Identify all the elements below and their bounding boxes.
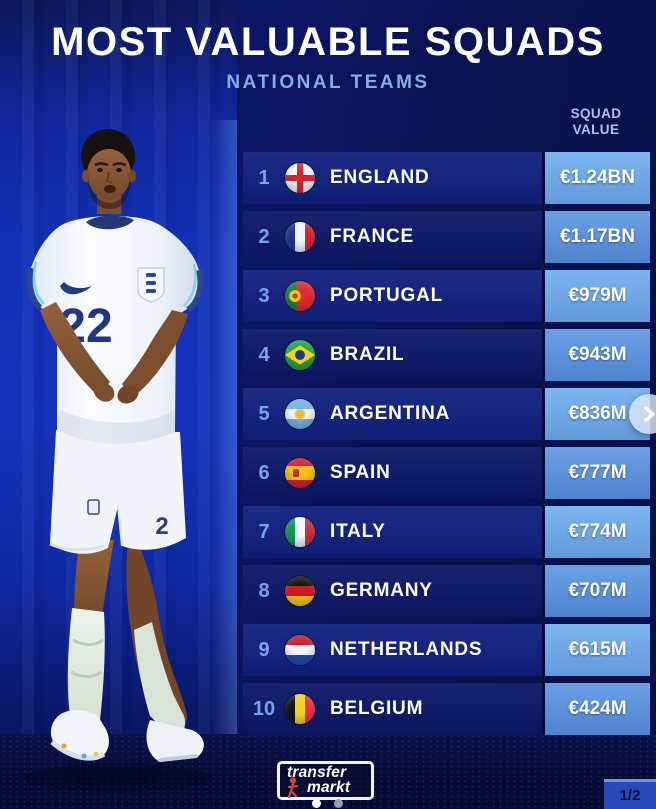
squad-value: €979M	[542, 270, 650, 322]
squad-value-header-line2: VALUE	[572, 122, 620, 137]
country-label: SPAIN	[330, 462, 391, 483]
rank-label: 6	[258, 461, 270, 484]
rank-label: 3	[258, 284, 270, 307]
rank-label: 1	[258, 166, 270, 189]
squad-value: €424M	[542, 683, 650, 735]
carousel-dots	[312, 799, 343, 808]
squad-value: €943M	[542, 329, 650, 381]
squad-value-column-header: SQUAD VALUE	[542, 106, 650, 138]
player-photo: 2 22	[23, 129, 213, 792]
argentina-flag-icon	[285, 399, 315, 429]
squad-value: €774M	[542, 506, 650, 558]
squad-value: €707M	[542, 565, 650, 617]
england-flag-icon	[285, 163, 315, 193]
shorts-number: 2	[155, 513, 168, 540]
england-crest-icon	[137, 267, 165, 303]
table-row: 3 PORTUGAL €979M	[243, 270, 650, 322]
italy-flag-icon	[285, 517, 315, 547]
rank-label: 9	[258, 638, 270, 661]
squad-value-header-line1: SQUAD	[570, 106, 622, 121]
table-row: 5 ARGENTINA €836M	[243, 388, 650, 440]
squad-value: €1.24BN	[542, 152, 650, 204]
rank-label: 4	[258, 343, 270, 366]
squad-value-table: 1 ENGLAND €1.24BN 2 FRANCE €1.17BN 3 POR…	[243, 152, 650, 742]
squad-value: €777M	[542, 447, 650, 499]
portugal-flag-icon	[285, 281, 315, 311]
spain-flag-icon	[285, 458, 315, 488]
carousel-dot-inactive[interactable]	[334, 799, 343, 808]
table-row: 8 GERMANY €707M	[243, 565, 650, 617]
netherlands-flag-icon	[285, 635, 315, 665]
chevron-right-icon	[644, 406, 655, 422]
squad-value: €1.17BN	[542, 211, 650, 263]
table-row: 9 NETHERLANDS €615M	[243, 624, 650, 676]
rank-label: 10	[252, 697, 276, 720]
transfermarkt-player-icon	[287, 777, 299, 799]
rank-label: 5	[258, 402, 270, 425]
shirt-collar	[86, 215, 134, 230]
table-row: 7 ITALY €774M	[243, 506, 650, 558]
country-label: ITALY	[330, 521, 386, 542]
country-label: FRANCE	[330, 226, 414, 247]
nike-swoosh-icon	[60, 282, 92, 295]
country-label: NETHERLANDS	[330, 639, 483, 660]
country-label: ARGENTINA	[330, 403, 451, 424]
country-label: BRAZIL	[330, 344, 405, 365]
rank-label: 8	[258, 579, 270, 602]
page-indicator: 1/2	[604, 779, 656, 809]
logo-text-line2: markt	[307, 779, 351, 796]
country-label: ENGLAND	[330, 167, 430, 188]
table-row: 1 ENGLAND €1.24BN	[243, 152, 650, 204]
transfermarkt-logo: transfer markt	[277, 761, 374, 800]
table-row: 2 FRANCE €1.17BN	[243, 211, 650, 263]
country-label: BELGIUM	[330, 698, 424, 719]
rank-label: 2	[258, 225, 270, 248]
squad-value: €615M	[542, 624, 650, 676]
carousel-dot-active[interactable]	[312, 799, 321, 808]
country-label: GERMANY	[330, 580, 433, 601]
germany-flag-icon	[285, 576, 315, 606]
country-label: PORTUGAL	[330, 285, 444, 306]
logo-text-line1: transfer	[287, 764, 347, 781]
table-row: 4 BRAZIL €943M	[243, 329, 650, 381]
brazil-flag-icon	[285, 340, 315, 370]
carousel-next-button[interactable]	[629, 394, 656, 434]
belgium-flag-icon	[285, 694, 315, 724]
squad-value: €836M	[542, 388, 650, 440]
page-title: MOST VALUABLE SQUADS	[51, 20, 605, 64]
page-subtitle: NATIONAL TEAMS	[226, 72, 430, 93]
france-flag-icon	[285, 222, 315, 252]
table-row: 10 BELGIUM €424M	[243, 683, 650, 735]
table-row: 6 SPAIN €777M	[243, 447, 650, 499]
rank-label: 7	[258, 520, 270, 543]
